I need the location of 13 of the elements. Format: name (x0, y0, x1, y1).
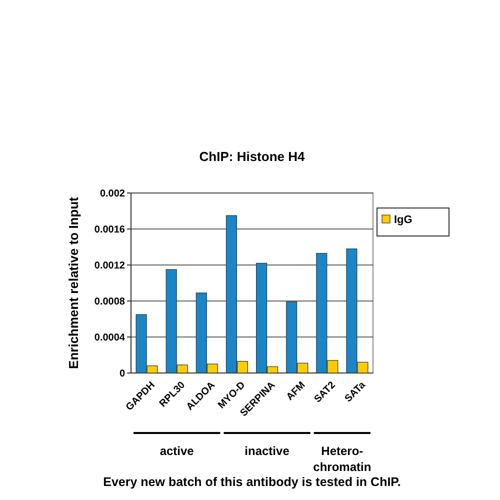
text: Hetero-chromatin (313, 444, 372, 474)
text: active (160, 444, 194, 458)
y-tick-label: 0.002 (100, 188, 126, 200)
y-axis-title: Enrichment relative to Input (66, 196, 81, 369)
legend-label: IgG (394, 214, 412, 226)
y-tick-label: 0.0004 (94, 332, 126, 344)
chart-title: ChIP: Histone H4 (199, 149, 306, 164)
y-tick-label: 0.0012 (94, 260, 126, 272)
text: inactive (244, 444, 290, 458)
y-tick-label: 0.0016 (94, 224, 126, 236)
text: Every new batch of this antibody is tested in ChIP. (103, 475, 401, 489)
y-tick-label: 0 (119, 368, 126, 380)
y-tick-label: 0.0008 (94, 296, 126, 308)
